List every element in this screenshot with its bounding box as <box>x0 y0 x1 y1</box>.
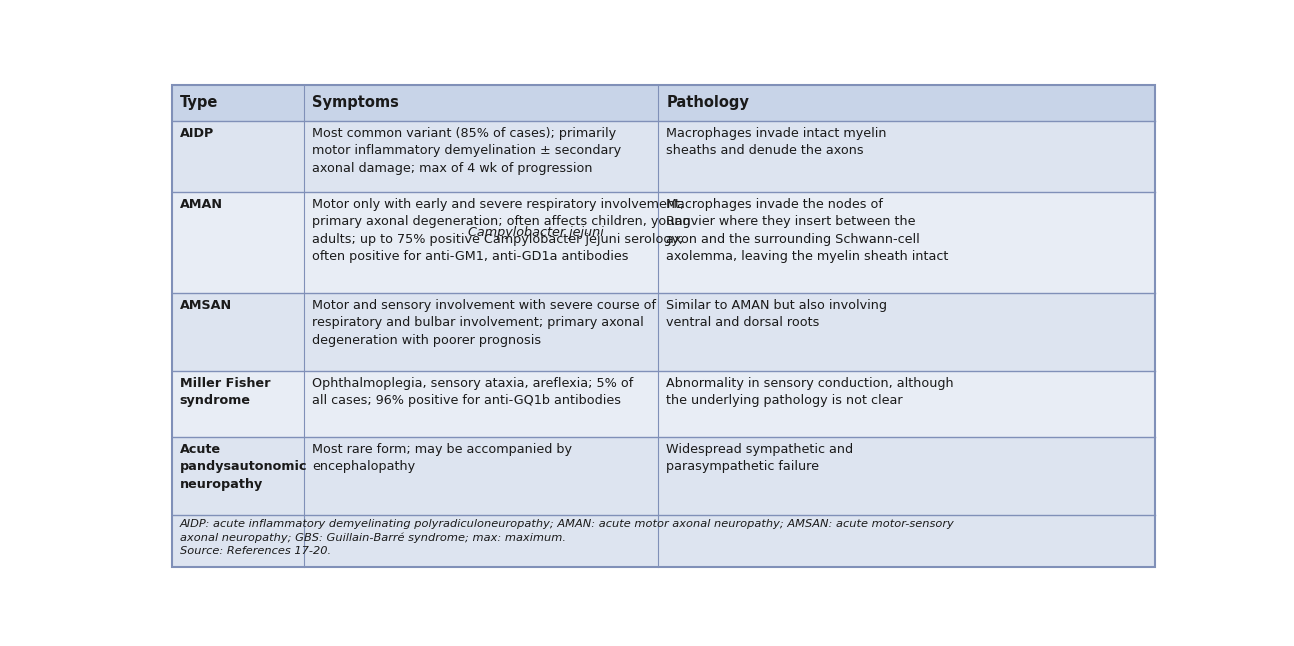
Text: Macrophages invade intact myelin
sheaths and denude the axons: Macrophages invade intact myelin sheaths… <box>666 127 886 157</box>
Bar <box>172 293 1154 371</box>
Bar <box>172 85 1154 121</box>
Text: Type: Type <box>180 96 219 110</box>
Text: Similar to AMAN but also involving
ventral and dorsal roots: Similar to AMAN but also involving ventr… <box>666 298 888 329</box>
Text: Widespread sympathetic and
parasympathetic failure: Widespread sympathetic and parasympathet… <box>666 443 854 474</box>
Bar <box>172 371 1154 437</box>
Text: Motor only with early and severe respiratory involvement;
primary axonal degener: Motor only with early and severe respira… <box>312 198 691 264</box>
Text: Motor and sensory involvement with severe course of
respiratory and bulbar invol: Motor and sensory involvement with sever… <box>312 298 656 346</box>
Text: Campylobacter jejuni: Campylobacter jejuni <box>467 226 603 239</box>
Bar <box>172 121 1154 192</box>
Text: AIDP: AIDP <box>180 127 214 140</box>
Text: Ophthalmoplegia, sensory ataxia, areflexia; 5% of
all cases; 96% positive for an: Ophthalmoplegia, sensory ataxia, areflex… <box>312 377 634 407</box>
Text: Most common variant (85% of cases); primarily
motor inflammatory demyelination ±: Most common variant (85% of cases); prim… <box>312 127 621 175</box>
Text: Symptoms: Symptoms <box>312 96 400 110</box>
Bar <box>172 516 1154 567</box>
Text: AMSAN: AMSAN <box>180 298 232 311</box>
Bar <box>172 437 1154 516</box>
Text: AIDP: acute inflammatory demyelinating polyradiculoneuropathy; AMAN: acute motor: AIDP: acute inflammatory demyelinating p… <box>180 519 955 556</box>
Text: Pathology: Pathology <box>666 96 749 110</box>
Text: Miller Fisher
syndrome: Miller Fisher syndrome <box>180 377 270 407</box>
Text: Abnormality in sensory conduction, although
the underlying pathology is not clea: Abnormality in sensory conduction, altho… <box>666 377 954 407</box>
Text: AMAN: AMAN <box>180 198 223 211</box>
Text: Most rare form; may be accompanied by
encephalopathy: Most rare form; may be accompanied by en… <box>312 443 572 474</box>
Text: Macrophages invade the nodes of
Ranvier where they insert between the
axon and t: Macrophages invade the nodes of Ranvier … <box>666 198 949 264</box>
Text: Acute
pandysautonomic
neuropathy: Acute pandysautonomic neuropathy <box>180 443 307 491</box>
Bar <box>172 192 1154 293</box>
